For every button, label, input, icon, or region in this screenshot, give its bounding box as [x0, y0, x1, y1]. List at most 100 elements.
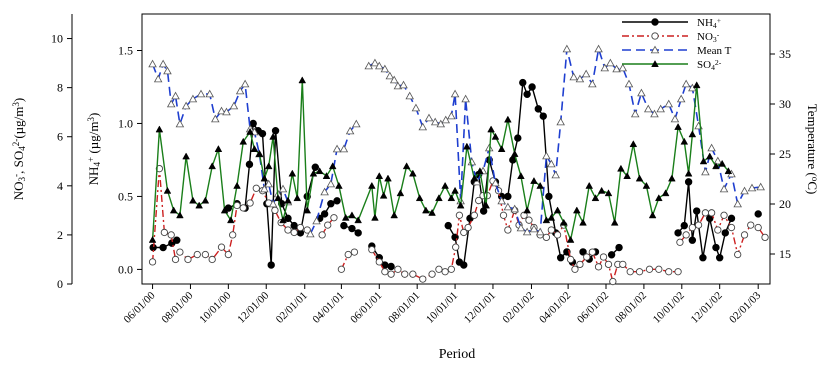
- legend-entry-so4: SO42-: [622, 58, 722, 72]
- series-temp-point: [575, 74, 585, 83]
- left-outer-axis-title-part: 4: [17, 146, 27, 151]
- legend-entry-temp: Mean T: [622, 45, 732, 57]
- series-no3-point: [547, 226, 555, 234]
- series-temp-point: [664, 99, 674, 108]
- series-so4: [148, 76, 733, 243]
- legend-swatch-marker: [650, 45, 660, 54]
- series-so4-point: [497, 145, 506, 152]
- series-temp-point: [211, 114, 220, 123]
- series-no3-point: [701, 209, 710, 217]
- series-no3-point: [229, 231, 237, 239]
- series-no3-point: [694, 221, 703, 229]
- series-no3-point: [217, 243, 226, 251]
- series-temp-point: [380, 64, 390, 73]
- series-no3-point: [734, 250, 742, 259]
- x-tick-label: 10/01/00: [197, 289, 233, 325]
- series-temp-point: [503, 202, 513, 211]
- legend-label-part: -: [717, 30, 720, 39]
- series-no3-point: [599, 253, 608, 261]
- series-no3-point: [571, 265, 579, 273]
- series-so4-point: [335, 181, 343, 189]
- series-temp-point: [581, 69, 591, 78]
- series-temp-point: [676, 94, 686, 103]
- left-outer-axis-title-part: 3: [17, 176, 27, 181]
- series-so4-point: [239, 137, 248, 145]
- series-no3-point: [576, 260, 584, 269]
- series-so4-point: [699, 157, 708, 165]
- series-so4-point: [201, 196, 210, 204]
- legend-label: Mean T: [697, 45, 732, 57]
- series-no3-point: [193, 250, 201, 259]
- legend-label-part: 4: [713, 21, 717, 30]
- series-temp-point: [370, 58, 380, 67]
- series-so4-point: [629, 140, 638, 148]
- series-so4-point: [435, 194, 443, 202]
- series-nh4-line: [677, 181, 733, 259]
- right-tick-label: 25: [779, 147, 791, 161]
- series-temp-point: [175, 119, 185, 128]
- series-no3-point: [688, 223, 697, 232]
- series-so4-point: [547, 213, 556, 221]
- series-temp-point: [240, 79, 250, 88]
- series-so4-point: [456, 201, 465, 209]
- left-inner-axis-title: NH4+ (µg/m3): [86, 113, 102, 186]
- series-no3-point: [674, 268, 682, 276]
- right-axis-title: Temperature (oC): [805, 104, 817, 195]
- series-so4-point: [470, 174, 479, 182]
- series-temp-point: [260, 184, 269, 193]
- series-so4-point: [654, 194, 663, 202]
- series-so4-point: [264, 162, 273, 170]
- series-no3-point: [350, 248, 359, 256]
- left-outer-axis-title-part: ): [11, 98, 26, 102]
- series-temp-point: [707, 143, 716, 152]
- series-no3-point: [381, 268, 389, 276]
- series-no3-point: [655, 265, 663, 273]
- series-temp-point: [326, 179, 336, 188]
- series-no3-point: [619, 260, 627, 269]
- series-no3-point: [588, 248, 596, 256]
- series-no3-point: [470, 211, 478, 219]
- series-no3-point: [176, 248, 184, 256]
- x-tick-label: 08/01/01: [386, 290, 422, 326]
- series-temp-point: [441, 115, 451, 124]
- series-nh4-point: [712, 243, 720, 252]
- series-nh4-point: [519, 78, 527, 87]
- right-axis-title-part: Temperature (: [805, 104, 817, 177]
- series-temp-point: [229, 101, 239, 110]
- series-temp-point: [719, 184, 729, 193]
- series-temp-point: [516, 223, 526, 232]
- series-no3-point: [337, 265, 346, 273]
- series-nh4-point: [284, 214, 292, 223]
- series-no3-point: [447, 265, 455, 273]
- series-nh4-point: [245, 160, 254, 169]
- left-outer-axis-title-part: , SO: [11, 151, 26, 174]
- x-tick-label: 10/01/02: [651, 290, 687, 326]
- x-tick-label: 06/01/02: [575, 290, 611, 326]
- series-so4-point: [642, 181, 651, 189]
- series-so4-point: [668, 174, 676, 182]
- series-so4-point: [597, 186, 606, 194]
- series-so4-point: [288, 169, 297, 177]
- series-no3-point: [239, 204, 247, 212]
- x-tick-label: 08/01/00: [159, 289, 195, 325]
- series-no3-point: [435, 265, 443, 273]
- series-so4-point: [246, 127, 254, 135]
- series-temp-point: [278, 184, 288, 193]
- series-nh4-point: [340, 221, 348, 230]
- legend-label-part: Mean T: [697, 45, 732, 57]
- series-temp-point: [264, 179, 273, 188]
- series-no3-point: [148, 258, 157, 266]
- series-so4-point: [441, 181, 449, 189]
- series-no3-point: [604, 260, 613, 269]
- series-layer: [148, 44, 769, 286]
- series-nh4-point: [684, 178, 693, 186]
- series-temp-point: [447, 111, 456, 120]
- series-temp-point: [637, 88, 646, 97]
- series-so4-point: [322, 172, 331, 179]
- series-no3-point: [296, 223, 305, 232]
- series-so4-point: [214, 145, 223, 152]
- series-temp-point: [624, 79, 634, 88]
- x-tick-label: 04/01/02: [537, 290, 573, 326]
- left-inner-axis-title-part: NH: [86, 167, 101, 186]
